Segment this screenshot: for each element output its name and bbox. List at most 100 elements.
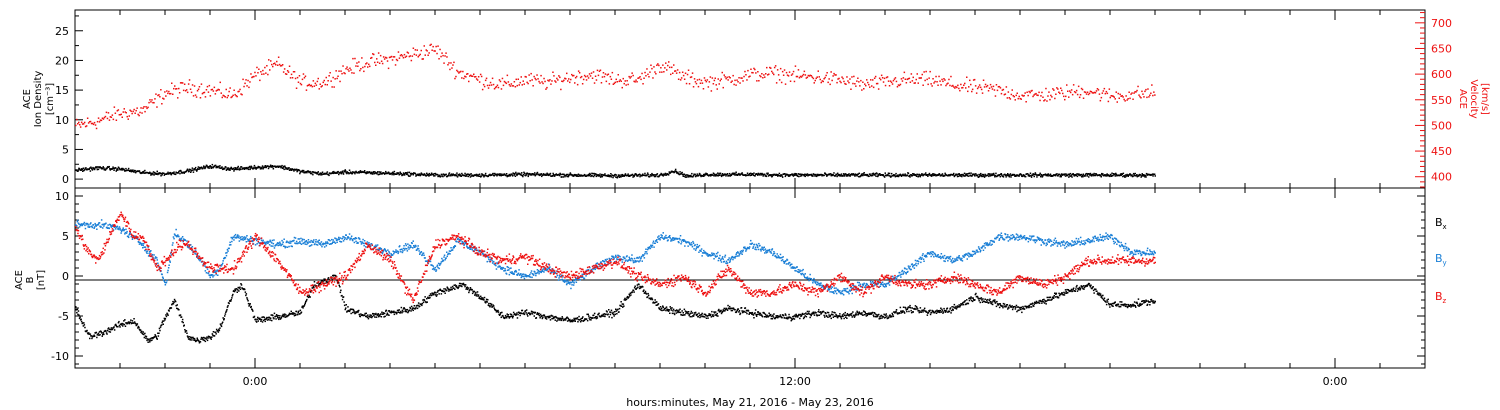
bx-point xyxy=(946,307,949,309)
density-point xyxy=(675,170,677,173)
velocity-point xyxy=(479,73,482,76)
bx-point xyxy=(655,304,657,306)
bx-point xyxy=(739,313,741,316)
velocity-point xyxy=(1138,94,1140,96)
bx-point xyxy=(682,314,684,316)
density-point xyxy=(957,175,960,177)
bx-point xyxy=(76,311,78,314)
bx-point xyxy=(240,284,243,286)
velocity-tick-label: 650 xyxy=(1431,42,1452,55)
density-point xyxy=(737,173,740,176)
density-point xyxy=(1088,173,1091,175)
density-point xyxy=(133,171,135,173)
bx-point xyxy=(439,288,441,291)
velocity-point xyxy=(664,67,666,69)
velocity-point xyxy=(320,86,322,88)
velocity-point xyxy=(880,74,883,77)
velocity-point xyxy=(744,70,746,73)
x-tick-label: 12:00 xyxy=(779,375,811,388)
velocity-point xyxy=(1147,88,1149,90)
density-point xyxy=(1110,175,1113,177)
density-point xyxy=(254,166,257,169)
velocity-point xyxy=(348,70,350,72)
velocity-point xyxy=(535,78,537,81)
velocity-point xyxy=(1088,92,1091,95)
velocity-point xyxy=(207,91,210,93)
bx-point xyxy=(868,312,870,314)
density-point xyxy=(215,165,218,168)
bx-point xyxy=(91,337,93,340)
velocity-point xyxy=(870,79,872,81)
density-point xyxy=(483,176,485,178)
density-point xyxy=(118,168,121,170)
bx-point xyxy=(671,312,674,315)
bx-point xyxy=(511,315,513,317)
density-point xyxy=(458,174,460,177)
bx-point xyxy=(172,303,175,305)
density-point xyxy=(862,174,864,177)
bx-point xyxy=(766,315,769,317)
velocity-point xyxy=(331,86,333,88)
velocity-point xyxy=(190,91,193,94)
velocity-point xyxy=(239,88,241,91)
bx-point xyxy=(797,316,799,318)
density-point xyxy=(1112,174,1114,177)
velocity-point xyxy=(345,68,347,70)
density-point xyxy=(81,168,83,171)
density-point xyxy=(543,173,546,176)
bx-point xyxy=(687,311,690,313)
velocity-point xyxy=(903,71,906,74)
density-point xyxy=(771,175,774,177)
bx-point xyxy=(351,308,353,311)
bx-point xyxy=(907,307,909,309)
velocity-point xyxy=(982,79,985,81)
velocity-point xyxy=(214,93,217,95)
density-point xyxy=(579,175,582,177)
density-point xyxy=(456,172,458,174)
bx-point xyxy=(277,314,279,317)
bx-point xyxy=(105,332,108,334)
density-point xyxy=(1028,174,1030,176)
density-point xyxy=(855,174,858,176)
bx-point xyxy=(131,320,134,322)
velocity-point xyxy=(862,81,864,83)
velocity-point xyxy=(316,80,319,83)
velocity-point xyxy=(372,53,374,55)
density-point xyxy=(716,173,718,176)
bx-point xyxy=(953,306,955,308)
bx-point xyxy=(704,316,706,318)
velocity-point xyxy=(105,111,108,114)
density-point xyxy=(587,174,589,177)
density-point xyxy=(249,168,251,171)
bx-point xyxy=(956,306,958,309)
bx-point xyxy=(476,291,479,293)
bx-point xyxy=(363,314,366,316)
density-point xyxy=(180,170,182,172)
velocity-point xyxy=(595,79,598,81)
velocity-point xyxy=(874,75,877,78)
bx-point xyxy=(873,315,875,318)
density-point xyxy=(205,165,207,168)
velocity-point xyxy=(92,123,95,126)
velocity-point xyxy=(126,115,128,118)
bx-point xyxy=(110,328,112,331)
density-point xyxy=(589,172,591,175)
bx-point xyxy=(86,332,89,334)
density-point xyxy=(516,174,518,177)
bx-point xyxy=(714,314,716,316)
bx-point xyxy=(947,311,949,313)
bx-point xyxy=(611,316,613,319)
velocity-point xyxy=(1137,85,1139,88)
density-point xyxy=(405,172,407,174)
density-point xyxy=(746,172,749,174)
bx-point xyxy=(716,314,718,317)
bx-point xyxy=(571,319,573,321)
density-point xyxy=(979,174,981,176)
density-point xyxy=(125,167,127,170)
velocity-point xyxy=(568,78,570,80)
bx-point xyxy=(186,332,188,334)
bx-point xyxy=(436,294,438,296)
velocity-point xyxy=(544,80,546,83)
bx-point xyxy=(434,294,437,296)
bx-point xyxy=(962,303,965,306)
